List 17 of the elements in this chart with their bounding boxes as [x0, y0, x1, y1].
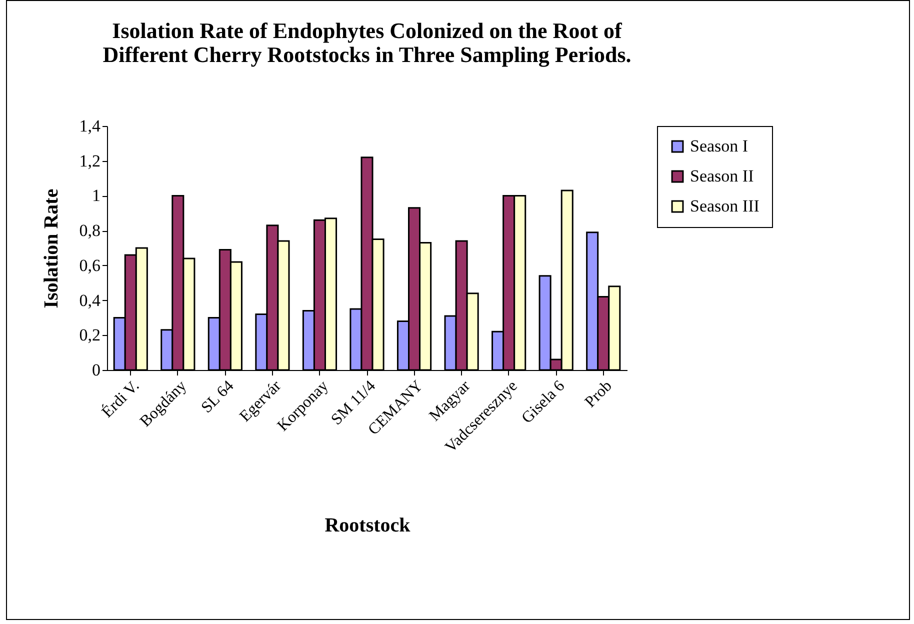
y-tick-label: 1,4	[79, 116, 101, 136]
y-tick-label: 0,8	[79, 221, 100, 240]
y-tick-label: 0,2	[79, 326, 100, 345]
y-axis-title: Isolation Rate	[40, 188, 62, 308]
x-tick-label: Prob	[582, 378, 616, 411]
x-tick-label: SL 64	[198, 378, 238, 416]
legend-label: Season III	[690, 196, 760, 216]
y-tick-label: 0,6	[79, 256, 100, 275]
y-tick-label: 1,2	[79, 151, 100, 170]
x-axis-title: Rootstock	[324, 514, 412, 536]
y-tick-label: 0	[92, 360, 100, 380]
legend-label: Season II	[690, 166, 754, 186]
legend-label: Season I	[690, 136, 748, 156]
text: Different Cherry Rootstocks in Three Sampling Periods.	[102, 42, 632, 67]
y-tick-label: 1	[92, 186, 100, 206]
y-tick-label: 0,4	[79, 290, 101, 310]
text: Isolation Rate of Endophytes Colonized on the Root of	[112, 18, 622, 43]
